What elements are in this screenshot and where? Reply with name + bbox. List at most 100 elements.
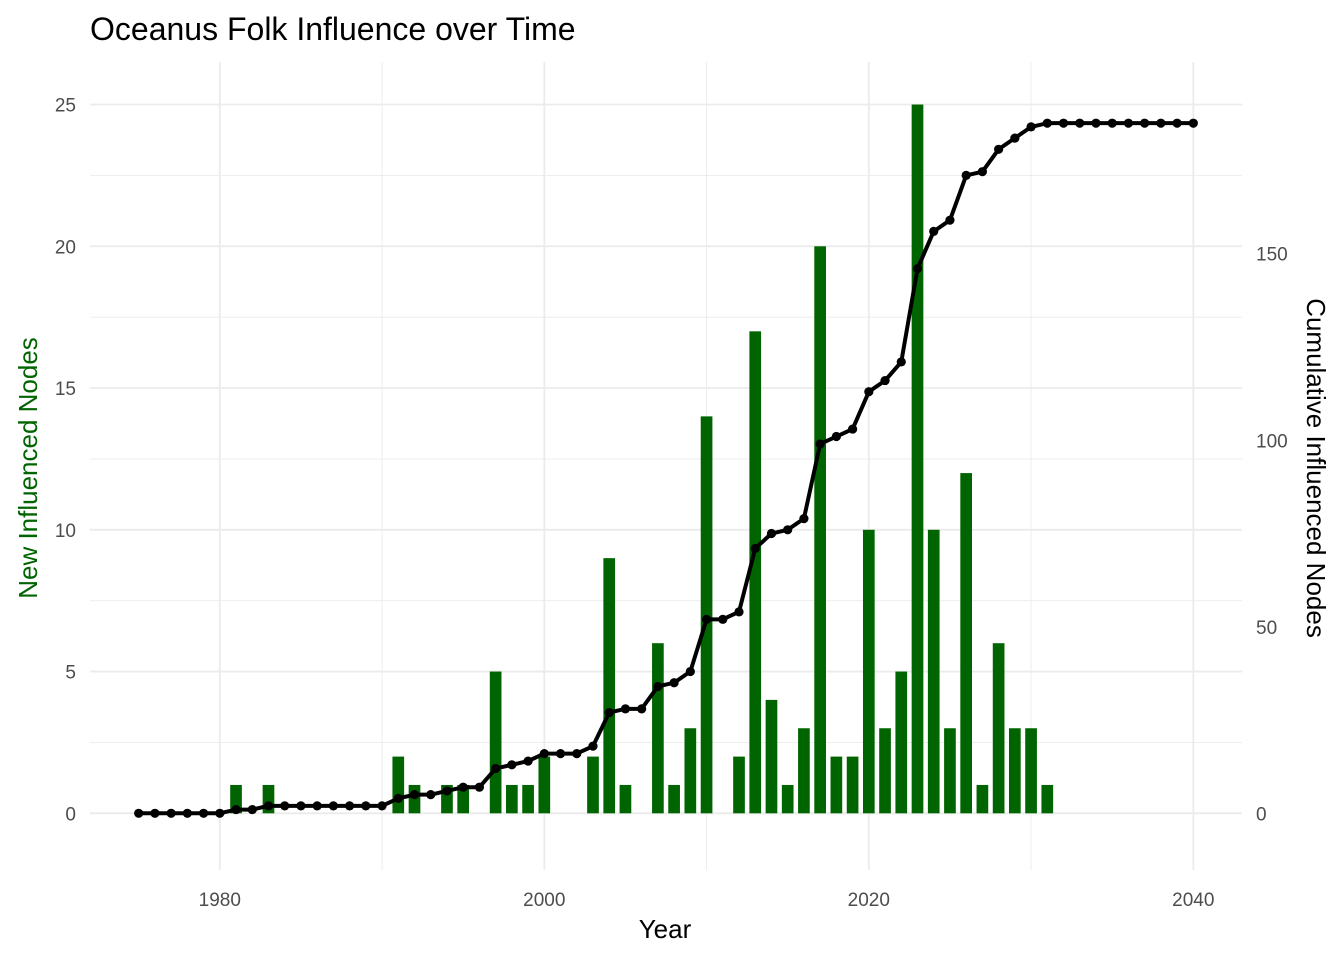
left-y-tick-label: 15 — [55, 379, 76, 400]
cumulative-point — [231, 804, 241, 815]
cumulative-point — [474, 782, 485, 792]
bar — [684, 728, 697, 814]
bar — [522, 784, 534, 814]
bar-series — [230, 104, 1054, 814]
cumulative-point — [1091, 118, 1101, 128]
cumulative-point — [296, 801, 306, 811]
cumulative-point — [750, 543, 760, 554]
bar — [506, 784, 518, 814]
cumulative-point — [864, 387, 874, 397]
cumulative-point — [718, 614, 728, 624]
right-y-tick-label: 100 — [1256, 431, 1288, 452]
cumulative-point — [215, 808, 225, 818]
left-y-tick-label: 20 — [55, 237, 76, 258]
cumulative-point — [247, 804, 257, 815]
cumulative-point — [442, 786, 452, 796]
left-y-tick-label: 5 — [65, 663, 76, 684]
cumulative-point — [1075, 118, 1085, 128]
bar — [392, 756, 405, 814]
bar — [879, 728, 891, 814]
bar — [846, 756, 859, 814]
right-y-tick-label: 50 — [1256, 618, 1277, 639]
cumulative-point — [880, 375, 890, 386]
bar — [749, 331, 762, 814]
bar — [862, 529, 875, 814]
bar — [992, 643, 1005, 814]
x-axis-title: Year — [639, 914, 692, 944]
bar — [652, 643, 664, 814]
bar — [230, 784, 242, 814]
cumulative-point — [977, 167, 987, 177]
cumulative-point — [1026, 122, 1036, 132]
cumulative-point — [912, 264, 923, 274]
cumulative-point — [572, 749, 582, 759]
x-tick-label: 2040 — [1172, 890, 1214, 911]
cumulative-point — [929, 226, 939, 236]
bar — [733, 756, 745, 814]
bar — [1025, 728, 1037, 814]
cumulative-point — [263, 801, 274, 811]
cumulative-point — [896, 357, 906, 367]
bar — [441, 784, 453, 814]
left-y-axis-title: New Influenced Nodes — [13, 337, 43, 599]
cumulative-point — [847, 424, 858, 434]
cumulative-point — [555, 749, 566, 759]
x-axis-ticks: 1980 2000 2020 2040 — [199, 890, 1215, 911]
cumulative-point — [166, 808, 176, 818]
cumulative-point — [588, 741, 598, 751]
cumulative-point — [1058, 118, 1069, 128]
left-y-tick-label: 25 — [55, 96, 76, 117]
cumulative-point — [507, 760, 517, 770]
x-tick-label: 2000 — [523, 890, 565, 911]
cumulative-point — [766, 528, 777, 539]
line-series — [134, 118, 1198, 818]
cumulative-point — [1140, 118, 1150, 128]
cumulative-point — [1107, 118, 1117, 128]
cumulative-point — [620, 704, 631, 714]
cumulative-point — [1156, 118, 1166, 128]
cumulative-point — [377, 801, 387, 811]
cumulative-point — [831, 431, 841, 442]
cumulative-point — [685, 666, 695, 677]
bar — [1009, 728, 1021, 814]
cumulative-point — [280, 801, 290, 811]
cumulative-point — [134, 808, 144, 818]
bar — [960, 473, 973, 814]
cumulative-point — [669, 678, 679, 688]
bar — [1041, 784, 1054, 814]
cumulative-point — [523, 756, 533, 766]
cumulative-point — [637, 704, 647, 714]
cumulative-point — [815, 439, 825, 449]
x-tick-label: 2020 — [848, 890, 890, 911]
right-y-tick-label: 0 — [1256, 804, 1267, 825]
right-y-tick-label: 150 — [1256, 245, 1288, 266]
bar — [262, 784, 275, 814]
cumulative-point — [393, 793, 403, 803]
cumulative-point — [361, 801, 371, 811]
bar — [489, 671, 502, 814]
cumulative-point — [783, 525, 793, 535]
cumulative-point — [1172, 118, 1182, 128]
cumulative-point — [491, 763, 501, 774]
bar — [619, 784, 632, 814]
cumulative-point — [345, 801, 355, 811]
bar — [944, 728, 956, 814]
cumulative-point — [1010, 133, 1020, 143]
bar — [911, 104, 924, 814]
cumulative-point — [653, 681, 663, 692]
cumulative-point — [150, 808, 160, 818]
cumulative-point — [1042, 118, 1052, 128]
bar — [781, 784, 794, 814]
bar — [603, 558, 616, 814]
bar — [765, 699, 778, 814]
cumulative-point — [799, 513, 809, 524]
cumulative-point — [409, 790, 420, 800]
cumulative-point — [961, 170, 971, 181]
bar — [976, 784, 989, 814]
bar — [798, 728, 810, 814]
left-y-tick-label: 10 — [55, 521, 76, 542]
cumulative-point — [1123, 118, 1134, 128]
bar — [927, 529, 940, 814]
chart-title: Oceanus Folk Influence over Time — [90, 11, 576, 47]
cumulative-point — [734, 607, 744, 617]
